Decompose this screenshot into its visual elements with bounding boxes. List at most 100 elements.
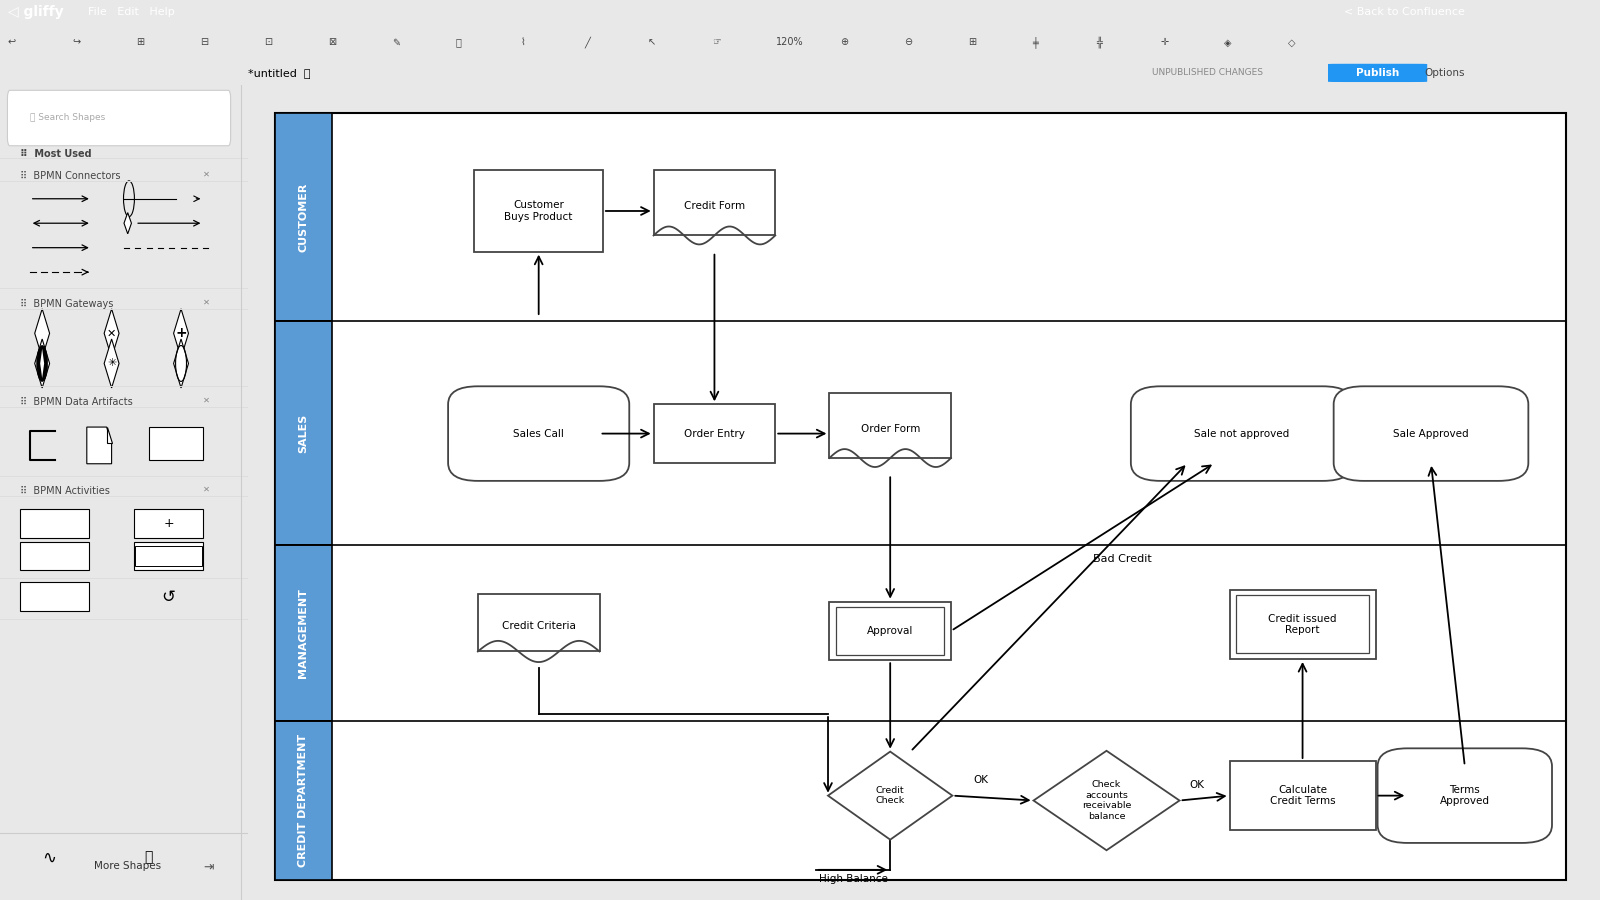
Bar	[653, 404, 776, 463]
Text: OK: OK	[1189, 780, 1205, 790]
Text: ⊟: ⊟	[200, 37, 208, 48]
Text: High Balance: High Balance	[819, 874, 888, 884]
Polygon shape	[125, 212, 131, 234]
Text: +: +	[163, 517, 174, 530]
Text: OK: OK	[973, 776, 989, 786]
Bar	[829, 392, 950, 458]
Text: Sales Call: Sales Call	[514, 428, 565, 438]
Text: ⊞: ⊞	[968, 37, 976, 48]
Text: ✕: ✕	[203, 484, 210, 493]
Text: ◇: ◇	[1288, 37, 1296, 48]
Polygon shape	[107, 428, 112, 444]
FancyBboxPatch shape	[1378, 748, 1552, 843]
Bar	[275, 721, 331, 879]
Text: ↩: ↩	[8, 37, 16, 48]
Bar	[19, 542, 90, 571]
Bar	[134, 542, 203, 571]
Bar	[275, 545, 331, 721]
Text: ✕: ✕	[203, 395, 210, 404]
Text: More Shapes: More Shapes	[94, 860, 162, 871]
Polygon shape	[35, 339, 50, 388]
Polygon shape	[829, 752, 952, 840]
Bar	[275, 321, 331, 545]
Text: ⠿  Most Used: ⠿ Most Used	[19, 149, 91, 159]
Text: ✕: ✕	[107, 328, 117, 338]
Polygon shape	[173, 339, 189, 388]
Text: +: +	[176, 327, 187, 340]
Polygon shape	[86, 428, 112, 464]
Text: Publish: Publish	[1355, 68, 1400, 78]
Text: ✕: ✕	[203, 297, 210, 306]
FancyBboxPatch shape	[1328, 64, 1427, 82]
Bar	[1229, 761, 1376, 831]
Text: ⌇: ⌇	[520, 37, 525, 48]
Text: SALES: SALES	[299, 414, 309, 453]
Bar	[275, 113, 331, 321]
Polygon shape	[40, 349, 45, 378]
Text: ⇥: ⇥	[203, 861, 214, 874]
Text: Credit issued
Report: Credit issued Report	[1269, 614, 1338, 635]
Text: ✕: ✕	[203, 169, 210, 178]
Bar	[149, 428, 203, 460]
Text: ⏮: ⏮	[144, 850, 154, 865]
Text: ✎: ✎	[392, 37, 400, 48]
Text: Bad Credit: Bad Credit	[1093, 554, 1152, 563]
Bar	[19, 582, 90, 610]
Text: ⊞: ⊞	[136, 37, 144, 48]
Text: Order Form: Order Form	[861, 424, 920, 434]
FancyBboxPatch shape	[448, 386, 629, 481]
Bar	[478, 594, 600, 652]
Text: ⠿  BPMN Data Artifacts: ⠿ BPMN Data Artifacts	[19, 397, 133, 407]
Text: Order Entry: Order Entry	[685, 428, 746, 438]
Text: ☞: ☞	[712, 37, 720, 48]
Circle shape	[37, 346, 48, 382]
Text: Calculate
Credit Terms: Calculate Credit Terms	[1270, 785, 1336, 806]
Text: ↺: ↺	[162, 588, 176, 606]
Text: ⊡: ⊡	[264, 37, 272, 48]
Bar	[1229, 590, 1376, 659]
Text: ◈: ◈	[1224, 37, 1232, 48]
Text: Sale Approved: Sale Approved	[1394, 428, 1469, 438]
Polygon shape	[35, 309, 50, 358]
Text: ⠿  BPMN Gateways: ⠿ BPMN Gateways	[19, 299, 114, 309]
Bar	[134, 509, 203, 537]
Polygon shape	[173, 309, 189, 358]
FancyBboxPatch shape	[1131, 386, 1352, 481]
Text: ∿: ∿	[43, 849, 56, 867]
Bar	[653, 170, 776, 236]
Text: Check
accounts
receivable
balance: Check accounts receivable balance	[1082, 780, 1131, 821]
Text: Credit
Check: Credit Check	[875, 786, 906, 806]
Text: ⠿  BPMN Connectors: ⠿ BPMN Connectors	[19, 171, 120, 181]
Text: ⊠: ⊠	[328, 37, 336, 48]
Text: ╱: ╱	[584, 37, 590, 48]
Text: *untitled  🔒: *untitled 🔒	[248, 68, 310, 78]
FancyBboxPatch shape	[8, 90, 230, 146]
Text: MANAGEMENT: MANAGEMENT	[299, 588, 309, 678]
Bar	[136, 545, 202, 566]
Text: ⠿  BPMN Activities: ⠿ BPMN Activities	[19, 486, 110, 496]
Text: Customer
Buys Product: Customer Buys Product	[504, 200, 573, 221]
Text: 120%: 120%	[776, 37, 803, 48]
Bar	[837, 608, 944, 654]
Text: ✳: ✳	[107, 358, 117, 368]
Text: ◁ gliffy: ◁ gliffy	[8, 4, 64, 19]
Text: Options: Options	[1424, 68, 1464, 78]
Text: CUSTOMER: CUSTOMER	[299, 183, 309, 252]
Polygon shape	[104, 339, 118, 388]
Text: ╬: ╬	[1096, 36, 1102, 49]
Text: ⬜: ⬜	[456, 37, 462, 48]
Text: ✛: ✛	[1160, 37, 1168, 48]
Text: CREDIT DEPARTMENT: CREDIT DEPARTMENT	[299, 734, 309, 867]
Text: 🔍 Search Shapes: 🔍 Search Shapes	[30, 112, 106, 122]
Text: File   Edit   Help: File Edit Help	[88, 6, 174, 17]
Text: Sale not approved: Sale not approved	[1194, 428, 1290, 438]
Bar	[829, 601, 950, 661]
Text: ↖: ↖	[648, 37, 656, 48]
Text: ╪: ╪	[1032, 36, 1038, 49]
Text: UNPUBLISHED CHANGES: UNPUBLISHED CHANGES	[1152, 68, 1262, 77]
Polygon shape	[104, 309, 118, 358]
Bar	[475, 170, 603, 252]
Text: ⊕: ⊕	[840, 37, 848, 48]
Text: < Back to Confluence: < Back to Confluence	[1344, 6, 1466, 17]
Text: Approval: Approval	[867, 626, 914, 636]
